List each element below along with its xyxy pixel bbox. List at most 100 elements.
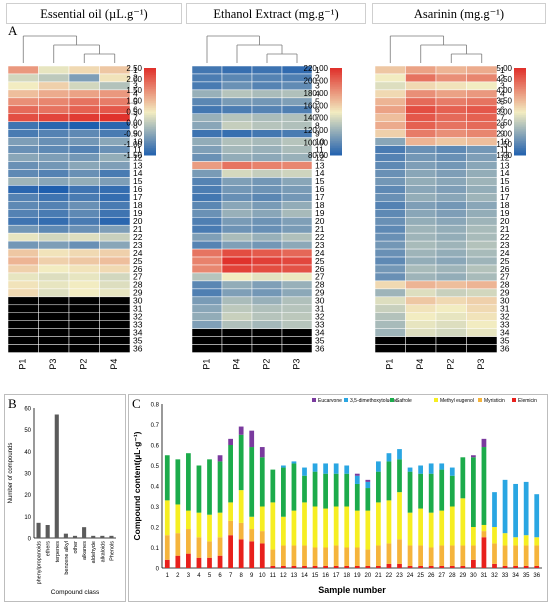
heatmap-cell [68,296,100,306]
bar-segment [471,457,476,527]
heatmap-cell [251,89,283,99]
heatmap-cell [68,129,100,138]
colorbar-tick-label: 0.00 [126,118,142,127]
colorbar-tick-label: 5.00 [496,64,512,73]
bar-segment [270,549,276,566]
colorbar-segment [144,108,156,111]
heatmap-cell [38,81,70,91]
heatmap-cell [221,272,253,282]
heatmap-cell [99,161,131,170]
bar-segment [270,502,276,550]
heatmap-cell [68,209,100,218]
heatmap-cell [405,296,437,306]
y-tick-label: 0.6 [151,444,160,450]
heatmap-cell [405,89,437,99]
heatmap-cell [7,81,39,91]
heatmap-cell [251,185,283,194]
bar-segment [460,498,466,546]
heatmap-cell [38,137,70,146]
heatmap-cell [466,169,498,178]
heatmap-row-label: 25 [133,256,143,266]
heatmap-cell [435,288,467,298]
heatmap-cell [7,216,39,226]
heatmap-cell [374,113,406,122]
bar-segment [365,488,371,511]
bar-segment [175,504,181,534]
bar-segment [365,481,371,489]
colorbar-segment [330,73,342,76]
y-tick-label: 0 [28,537,32,543]
heatmap-cell [435,97,467,107]
x-tick-label: 26 [428,573,435,579]
heatmap-row-label: 16 [315,184,325,194]
heatmap-cell [374,161,406,170]
heatmap-row-label: 19 [133,208,143,218]
bar-segment [523,565,529,568]
heatmap-cell [191,224,223,234]
bar-segment [217,512,223,538]
heatmap-cell [435,248,467,258]
bar-segment [523,545,529,566]
colorbar-segment [144,102,156,106]
colorbar-segment [144,114,156,118]
colorbar-segment [330,102,342,106]
bar-segment [449,545,455,566]
heatmap-cell [68,185,100,194]
bar-segment [354,565,360,568]
colorbar-tick-label: -0.50 [124,129,143,138]
colorbar-segment [330,120,342,123]
heatmap-0: 1234567891011121314151617181920212223242… [7,35,156,370]
colorbar-segment [514,141,526,144]
heatmap-row-label: 6 [133,105,138,115]
bar-segment [523,535,529,546]
bar-segment [428,565,434,568]
heatmap-cell [99,328,131,337]
colorbar-segment [144,123,156,126]
heatmap-cell [435,201,467,210]
heatmap-cell [374,312,406,321]
colorbar-segment [514,102,526,106]
heatmap-cell [374,216,406,226]
heatmap-cell [251,336,283,345]
colorbar-tick-label: 1.50 [496,140,512,149]
heatmap-cell [38,105,70,115]
bar-segment [397,492,402,540]
x-tick-label: 14 [301,573,308,579]
heatmap-cell [466,248,498,258]
heatmap-cell [7,248,39,258]
heatmap-cell [68,137,100,146]
bar-segment [196,465,202,513]
heatmap-cell [191,240,223,250]
heatmap-cell [405,81,437,91]
colorbar-segment [144,121,156,125]
heatmap-cell [281,169,313,178]
bar-segment [428,512,434,548]
heatmap-cell [221,320,253,329]
heatmap-row-label: 27 [315,272,325,282]
bar-segment [418,508,423,546]
bar-segment [418,473,423,509]
heatmap-cell [374,232,406,242]
heatmap-cell [191,169,223,178]
heatmap-cell [7,137,39,146]
colorbar-segment [514,81,526,85]
heatmap-cell [99,224,131,234]
heatmap-cell [7,320,39,329]
bar-segment [449,467,455,476]
heatmap-cell [221,280,253,290]
heatmap-cell [466,304,498,314]
heatmap-cell [68,153,100,162]
heatmap-row-label: 36 [315,343,325,353]
heatmap-cell [251,65,283,75]
heatmap-cell [405,240,437,250]
heatmap-column-label: P3 [48,359,58,370]
y-tick-label: 0.4 [151,485,160,491]
heatmap-cell [221,73,253,83]
heatmap-cell [68,264,100,274]
bar-segment [238,490,244,523]
heatmap-cell [281,304,313,314]
heatmap-cell [405,65,437,75]
x-tick-label: 34 [512,573,519,579]
heatmap-row-label: 27 [500,272,510,282]
heatmap-cell [68,201,100,210]
